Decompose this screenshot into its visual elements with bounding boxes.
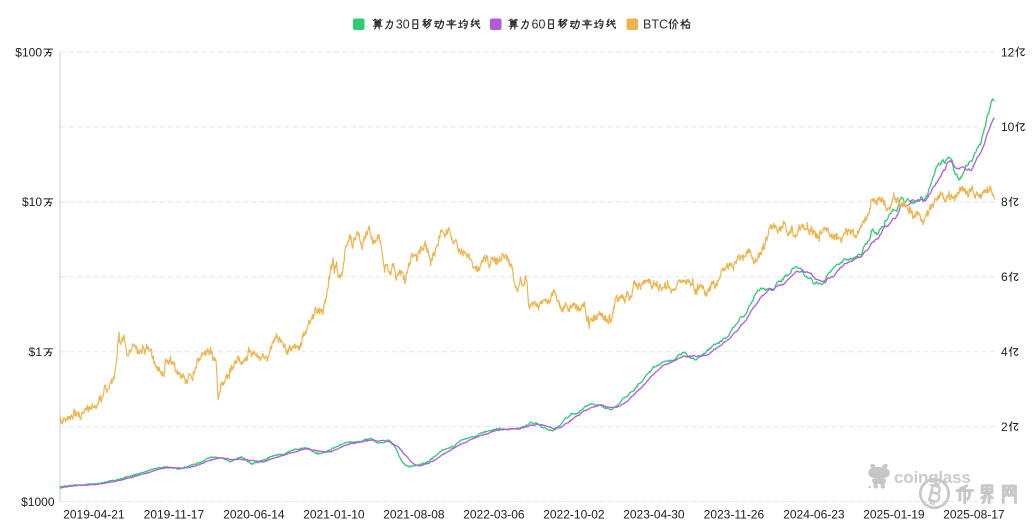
svg-text:4: 4 xyxy=(1001,345,1008,359)
svg-text:2019-04-21: 2019-04-21 xyxy=(63,508,125,522)
svg-text:$10: $10 xyxy=(22,195,42,209)
svg-text:2024-06-23: 2024-06-23 xyxy=(783,508,845,522)
svg-text:2021-08-08: 2021-08-08 xyxy=(383,508,445,522)
svg-text:$1: $1 xyxy=(29,345,43,359)
svg-text:$100: $100 xyxy=(15,45,42,59)
svg-text:2019-11-17: 2019-11-17 xyxy=(144,508,205,522)
svg-text:2023-11-26: 2023-11-26 xyxy=(704,508,765,522)
svg-text:2020-06-14: 2020-06-14 xyxy=(223,508,285,522)
svg-text:2021-01-10: 2021-01-10 xyxy=(303,508,365,522)
svg-text:2: 2 xyxy=(1001,420,1008,434)
svg-text:30: 30 xyxy=(396,18,410,32)
svg-text:2022-10-02: 2022-10-02 xyxy=(543,508,605,522)
svg-text:coinglass: coinglass xyxy=(894,468,971,487)
svg-text:6: 6 xyxy=(1001,270,1008,284)
svg-text:2023-04-30: 2023-04-30 xyxy=(623,508,685,522)
svg-text:8: 8 xyxy=(1001,195,1008,209)
svg-text:2025-08-17: 2025-08-17 xyxy=(943,508,1005,522)
svg-text:12: 12 xyxy=(1001,45,1015,59)
svg-text:10: 10 xyxy=(1001,120,1015,134)
svg-text:BTC: BTC xyxy=(643,18,668,32)
svg-text:60: 60 xyxy=(532,18,546,32)
svg-text:2025-01-19: 2025-01-19 xyxy=(863,508,925,522)
svg-text:$1000: $1000 xyxy=(21,495,55,509)
svg-text:2022-03-06: 2022-03-06 xyxy=(463,508,525,522)
